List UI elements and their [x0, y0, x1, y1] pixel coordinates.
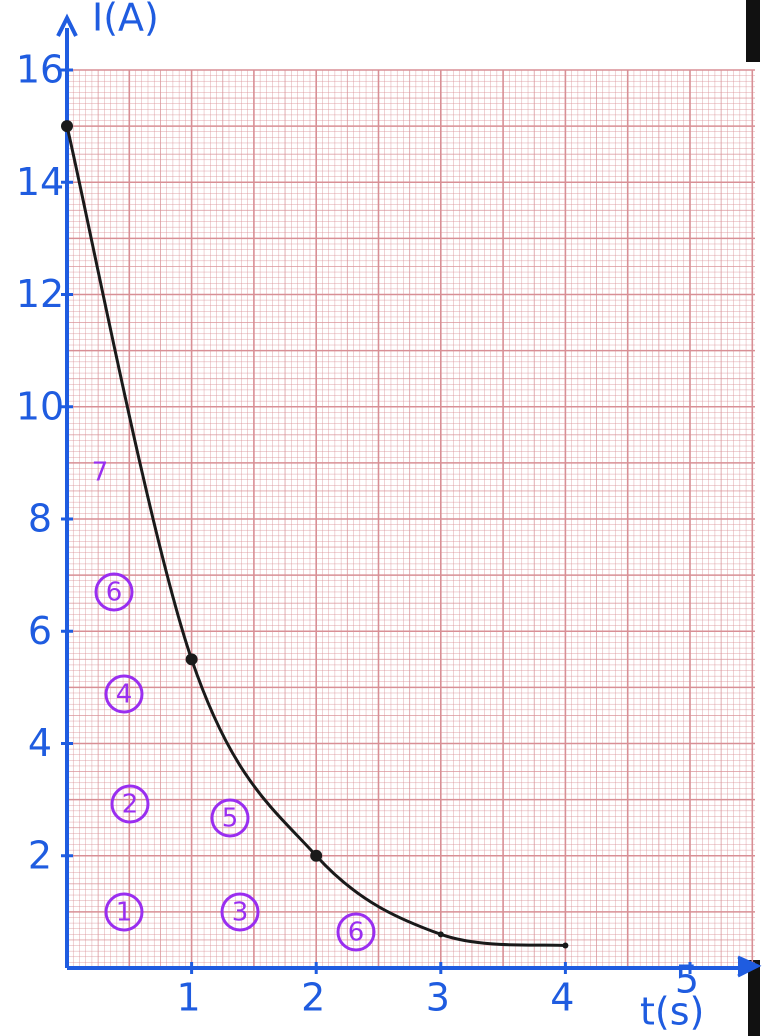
data-point — [562, 943, 568, 949]
annotation: 3 — [232, 898, 249, 928]
annotation: 5 — [222, 804, 239, 834]
y-tick-label: 8 — [28, 497, 52, 541]
y-tick-label: 2 — [28, 833, 52, 877]
y-tick-label: 14 — [16, 160, 64, 204]
annotation: 1 — [116, 898, 133, 928]
y-tick-label: 6 — [28, 609, 52, 653]
x-tick-label: 4 — [550, 976, 574, 1020]
background — [0, 0, 771, 1036]
annotation: 4 — [116, 680, 133, 710]
x-tick-label: 2 — [301, 976, 325, 1020]
annotation: 6 — [348, 918, 365, 948]
chart: I(A) t(s) 2468101214161234576425136 — [0, 0, 771, 1036]
annotation: 6 — [106, 578, 123, 608]
data-point — [438, 931, 444, 937]
annotation: 2 — [122, 790, 139, 820]
y-tick-label: 12 — [16, 272, 64, 316]
data-point — [61, 120, 73, 132]
y-tick-label: 16 — [16, 48, 64, 92]
annotation: 7 — [92, 458, 109, 488]
x-tick-label: 1 — [177, 976, 201, 1020]
graph-paper — [67, 70, 755, 968]
y-tick-label: 4 — [28, 721, 52, 765]
y-axis-label: I(A) — [92, 0, 159, 40]
frame-edge — [746, 0, 760, 62]
y-tick-label: 10 — [16, 384, 64, 428]
data-point — [186, 653, 198, 665]
x-tick-label: 5 — [675, 958, 699, 1002]
x-tick-label: 3 — [426, 976, 450, 1020]
data-point — [310, 850, 322, 862]
